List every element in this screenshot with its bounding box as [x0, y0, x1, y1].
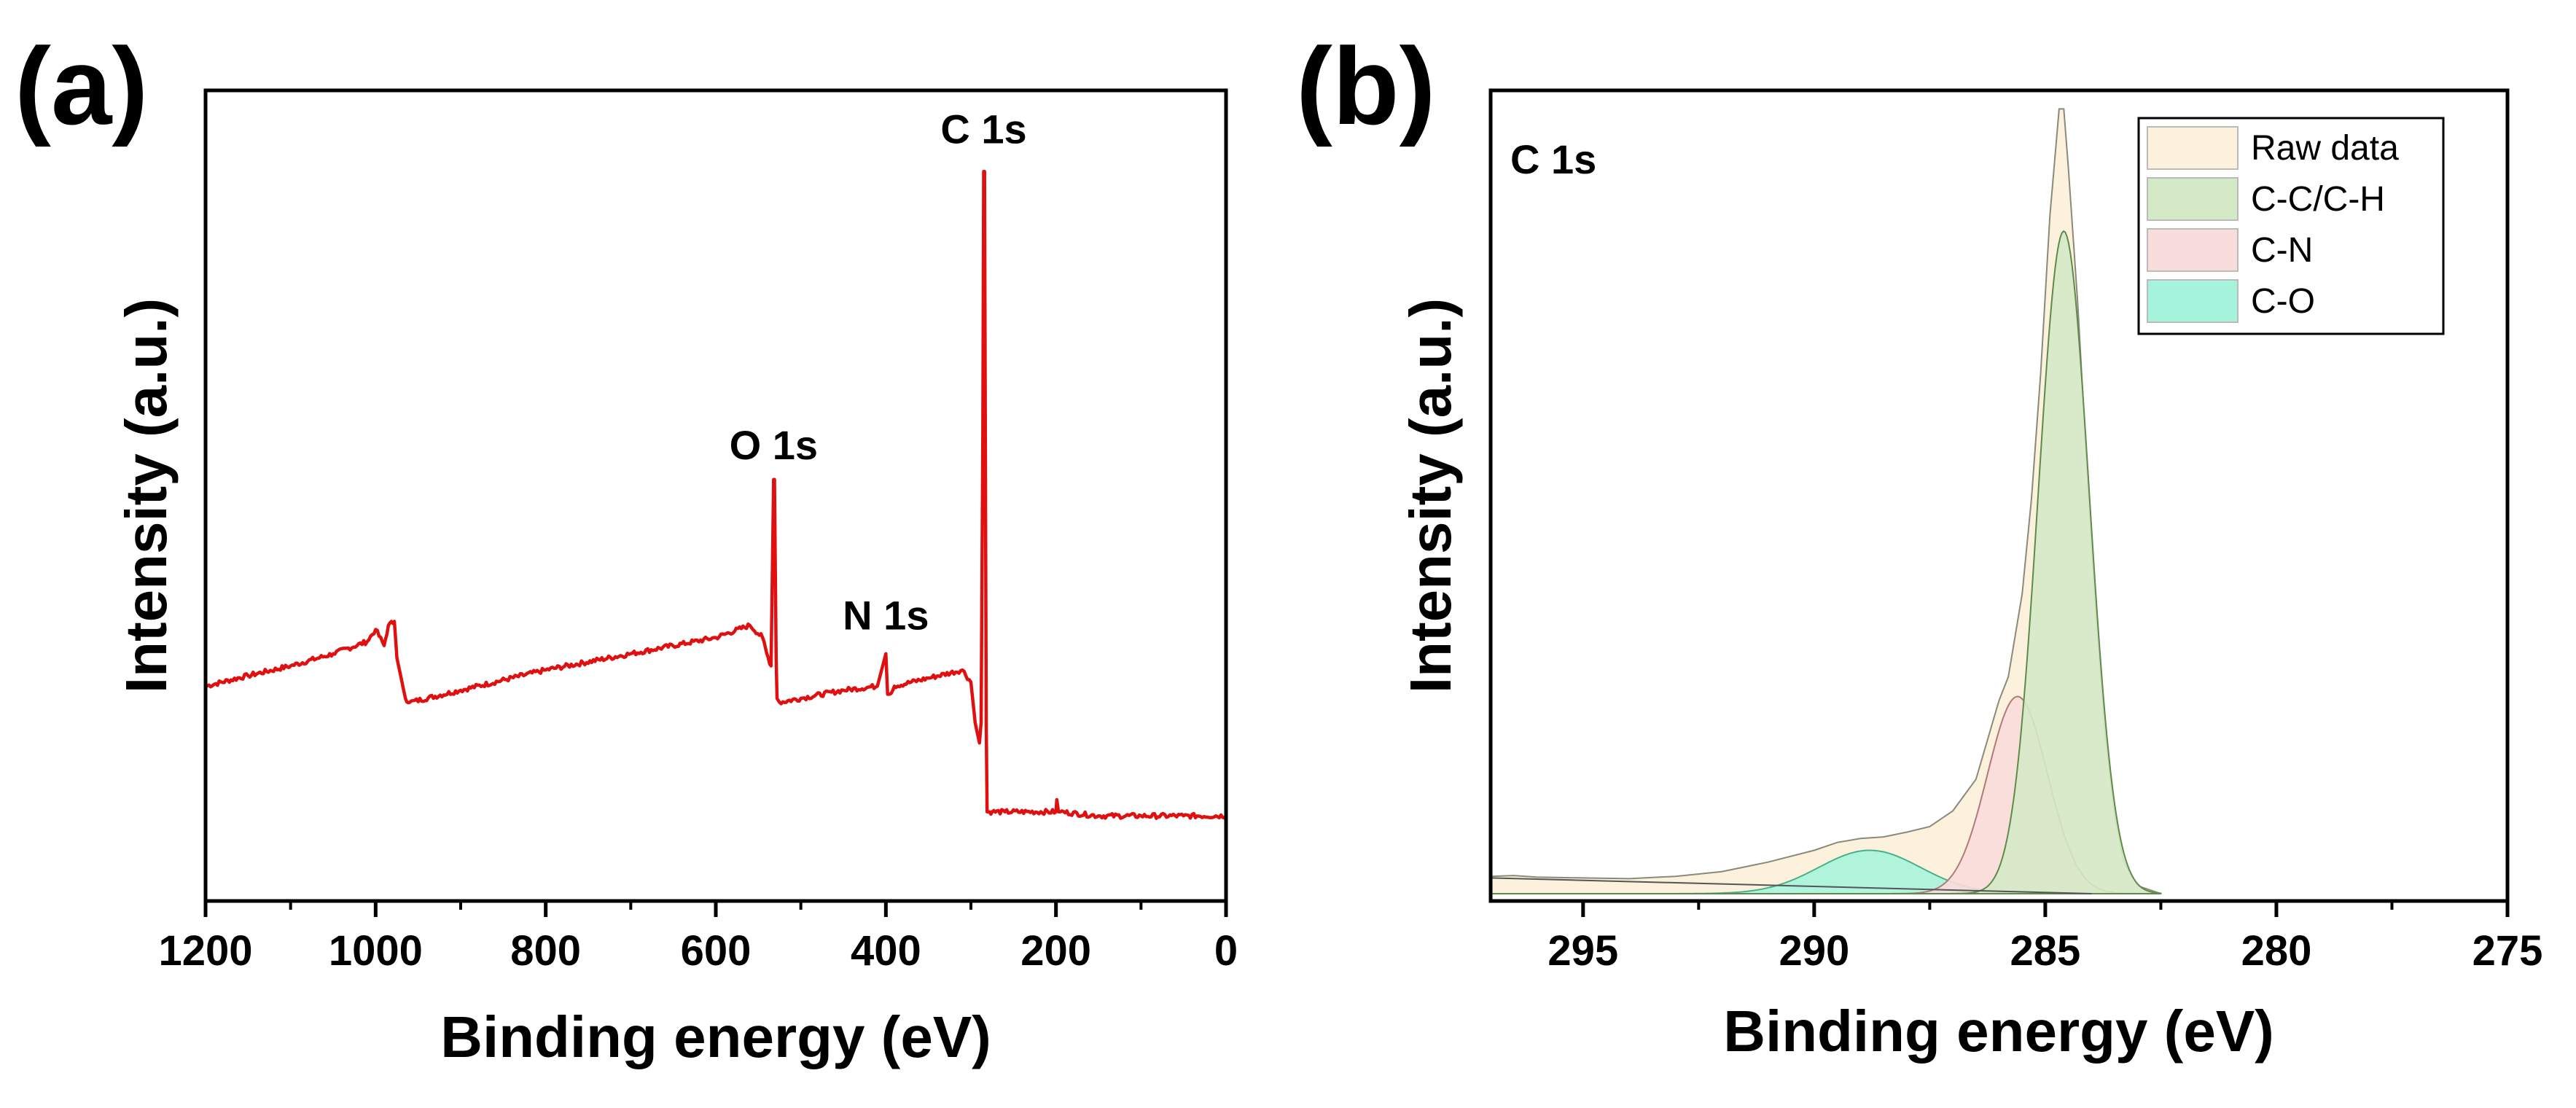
panel-a-survey-chart: (a) 1200 1000 800 600 400 200 0 C 1s O 1s N 1s B… — [15, 25, 1238, 1069]
legend-label: C-N — [2251, 231, 2313, 270]
legend-swatch — [2147, 177, 2239, 221]
panel-a-peak-labels: C 1s O 1s N 1s — [730, 106, 1027, 638]
series-line-survey — [205, 169, 1227, 820]
panel-a-series-group — [205, 169, 1227, 820]
x-tick-label: 0 — [1214, 927, 1238, 975]
x-tick-label: 290 — [1779, 927, 1849, 975]
panel-b-legend: Raw data C-C/C-H C-N C-O — [2137, 117, 2445, 335]
panel-b-label: (b) — [1296, 25, 1436, 147]
legend-swatch — [2147, 279, 2239, 323]
x-tick-label: 1200 — [158, 927, 252, 975]
legend-label: C-C/C-H — [2251, 180, 2385, 219]
panel-b-c1s-chart: (b) C 1s 295 290 285 280 275 Raw data C-C/C-H… — [1296, 25, 2542, 1064]
panel-b-title: C 1s — [1510, 136, 1596, 182]
legend-label: C-O — [2251, 282, 2315, 321]
x-tick-label: 800 — [510, 927, 581, 975]
x-tick-label: 200 — [1020, 927, 1091, 975]
panel-b-x-axis: 295 290 285 280 275 — [1547, 901, 2542, 975]
background-line — [1490, 877, 2092, 894]
panel-b-plot-frame — [1488, 88, 2510, 903]
panel-a-x-axis: 1200 1000 800 600 400 200 0 — [158, 901, 1238, 975]
x-tick-label: 400 — [851, 927, 921, 975]
panel-b-y-axis-title: Intensity (a.u.) — [1398, 298, 1463, 693]
panel-a-x-axis-title: Binding energy (eV) — [440, 1004, 991, 1069]
panel-b-x-axis-title: Binding energy (eV) — [1723, 999, 2274, 1064]
peak-label: C 1s — [940, 106, 1026, 152]
legend-label: Raw data — [2251, 129, 2399, 168]
x-tick-label: 280 — [2241, 927, 2312, 975]
panel-b-series-group — [1490, 108, 2162, 894]
x-tick-label: 295 — [1547, 927, 1618, 975]
panel-a-plot-frame — [203, 88, 1228, 903]
panel-a-y-axis-title: Intensity (a.u.) — [114, 298, 179, 693]
legend-swatch — [2147, 126, 2239, 170]
peak-label: N 1s — [843, 592, 929, 638]
legend-swatch — [2147, 228, 2239, 272]
x-tick-label: 1000 — [329, 927, 423, 975]
panel-a-label: (a) — [15, 25, 148, 147]
x-tick-label: 275 — [2472, 927, 2543, 975]
peak-label: O 1s — [730, 422, 818, 468]
x-tick-label: 600 — [681, 927, 752, 975]
fit-area-C-C/C-H — [1491, 230, 2162, 894]
x-tick-label: 285 — [2010, 927, 2081, 975]
